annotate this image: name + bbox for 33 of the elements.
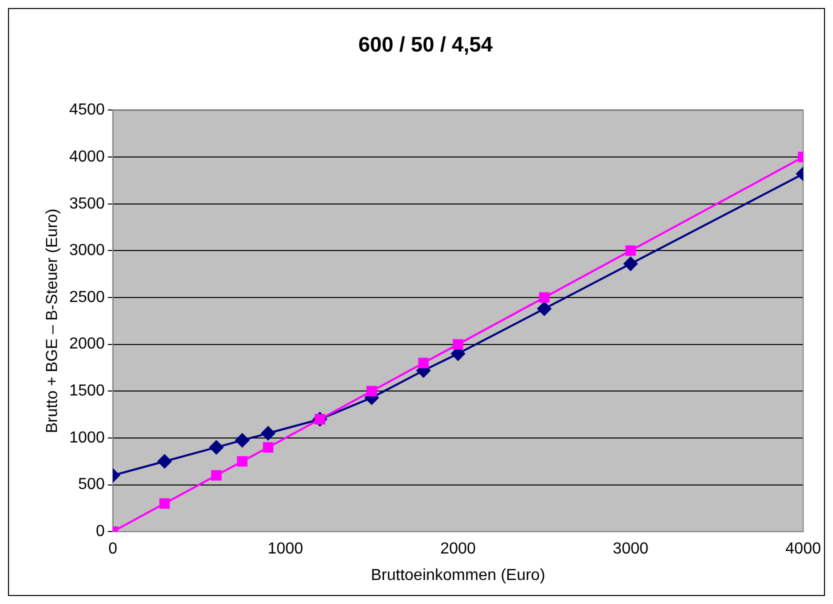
x-tick-label: 1000 [268, 540, 304, 558]
point [209, 440, 224, 454]
point [261, 426, 276, 440]
point [418, 358, 429, 368]
x-tick-label: 2000 [440, 540, 476, 558]
point [625, 245, 636, 256]
point [537, 302, 552, 316]
x-axis-title: Bruttoeinkommen (Euro) [370, 566, 546, 584]
point [237, 456, 248, 467]
x-tick-label: 4000 [785, 540, 822, 558]
point [539, 292, 550, 303]
point [452, 339, 464, 350]
y-tick-label: 3000 [69, 242, 105, 260]
y-tick-label: 4500 [69, 102, 105, 119]
y-tick-label: 1500 [69, 382, 105, 400]
x-tick-label: 0 [108, 540, 118, 558]
y-tick-label: 2000 [69, 336, 105, 353]
y-tick-label: 4000 [69, 148, 105, 166]
y-axis-title: Brutto + BGE – B-Steuer (Euro) [44, 208, 62, 434]
x-tick-label: 3000 [612, 540, 648, 558]
y-tick-label: 1000 [69, 429, 105, 446]
point [211, 470, 222, 481]
point [158, 454, 172, 468]
y-tick-label: 3500 [69, 195, 105, 212]
point [366, 386, 377, 396]
point [235, 433, 250, 448]
y-tick-label: 2500 [69, 288, 105, 306]
point [624, 256, 638, 271]
y-tick-label: 500 [78, 476, 105, 494]
chart-title: 600 / 50 / 4,54 [358, 33, 493, 56]
point [159, 498, 170, 509]
point [262, 442, 274, 453]
y-tick-label: 0 [96, 523, 105, 540]
